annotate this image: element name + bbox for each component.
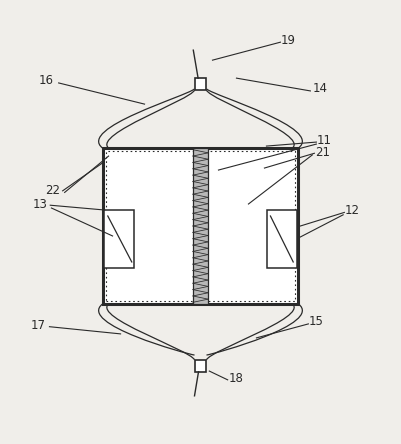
- Text: 11: 11: [317, 134, 332, 147]
- Bar: [106, 151, 295, 301]
- Text: 19: 19: [281, 34, 296, 47]
- Text: 12: 12: [345, 203, 360, 217]
- Bar: [194, 360, 207, 372]
- Text: 16: 16: [39, 74, 54, 87]
- Text: 13: 13: [32, 198, 47, 210]
- Bar: [194, 78, 207, 90]
- Text: 22: 22: [45, 183, 60, 197]
- Text: 21: 21: [315, 146, 330, 159]
- Text: 18: 18: [229, 372, 244, 385]
- Text: 15: 15: [309, 315, 324, 329]
- Bar: [104, 210, 134, 268]
- Bar: [267, 210, 297, 268]
- Bar: [193, 148, 208, 304]
- Text: 17: 17: [31, 319, 46, 333]
- Text: 14: 14: [313, 82, 328, 95]
- Bar: [103, 148, 298, 304]
